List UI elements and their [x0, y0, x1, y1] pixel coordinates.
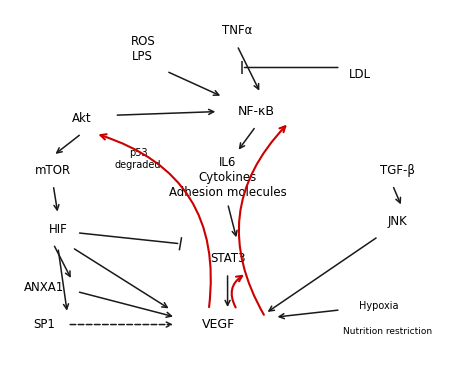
- Text: Nutrition restriction: Nutrition restriction: [343, 327, 432, 336]
- Text: TGF-β: TGF-β: [380, 164, 415, 177]
- Text: JNK: JNK: [387, 215, 407, 228]
- Text: p53
degraded: p53 degraded: [115, 148, 161, 170]
- Text: VEGF: VEGF: [201, 318, 235, 331]
- Text: STAT3: STAT3: [210, 252, 246, 265]
- Text: ROS
LPS: ROS LPS: [130, 35, 155, 63]
- Text: ANXA1: ANXA1: [24, 281, 64, 294]
- Text: HIF: HIF: [48, 223, 67, 236]
- Text: SP1: SP1: [33, 318, 55, 331]
- Text: Hypoxia: Hypoxia: [359, 301, 398, 311]
- Text: TNFα: TNFα: [222, 24, 252, 37]
- Text: Akt: Akt: [72, 112, 91, 125]
- Text: LDL: LDL: [348, 68, 371, 81]
- Text: IL6
Cytokines
Adhesion molecules: IL6 Cytokines Adhesion molecules: [169, 156, 286, 199]
- Text: NF-κB: NF-κB: [237, 105, 274, 118]
- Text: mTOR: mTOR: [35, 164, 71, 177]
